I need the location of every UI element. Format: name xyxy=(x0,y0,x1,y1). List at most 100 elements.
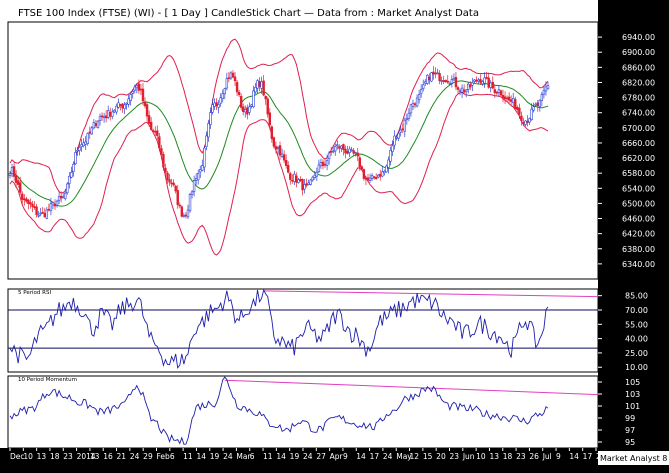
candle-body xyxy=(55,200,59,206)
candle-body xyxy=(344,148,347,154)
candle-body xyxy=(57,196,61,201)
candle-body xyxy=(520,115,523,121)
candle-body xyxy=(166,172,169,181)
candle-body xyxy=(180,206,184,217)
candle-body xyxy=(481,81,484,85)
moving-average xyxy=(9,80,549,207)
candle-body xyxy=(358,157,362,168)
candle-body xyxy=(139,88,143,91)
candle-body xyxy=(51,202,55,206)
y-tick-label: 99 xyxy=(625,414,635,423)
candle-body xyxy=(301,179,304,191)
candle-body xyxy=(70,172,73,178)
x-tick-label: 10 xyxy=(23,452,33,461)
candle-body xyxy=(113,110,116,113)
candle-body xyxy=(176,190,179,205)
candle-body xyxy=(307,182,310,185)
candle-body xyxy=(458,90,462,93)
candle-body xyxy=(203,147,206,168)
candle-body xyxy=(391,145,394,152)
candle-body xyxy=(123,104,126,109)
candle-body xyxy=(16,180,20,185)
x-tick-label: 14 xyxy=(196,452,206,461)
momentum-layer xyxy=(9,376,599,445)
candle-body xyxy=(135,85,139,89)
candle-body xyxy=(342,144,345,151)
y-tick-label: 97 xyxy=(625,426,635,435)
candle-body xyxy=(356,152,359,157)
candle-body xyxy=(460,87,464,93)
candle-body xyxy=(82,142,85,147)
candle-body xyxy=(403,119,407,132)
candle-body xyxy=(10,167,14,174)
candle-body xyxy=(462,89,466,93)
candle-body xyxy=(542,90,546,95)
candle-body xyxy=(327,152,331,160)
y-tick-label: 6540.00 xyxy=(622,184,655,193)
candle-body xyxy=(284,160,288,166)
candle-body xyxy=(219,97,222,104)
candle-body xyxy=(528,118,531,123)
rsi-panel-frame xyxy=(7,288,599,373)
candle-body xyxy=(299,179,302,181)
y-tick-label: 6580.00 xyxy=(622,169,655,178)
candle-body xyxy=(524,120,527,125)
candle-body xyxy=(442,80,445,82)
candle-body xyxy=(332,150,335,153)
candle-body xyxy=(160,148,163,155)
candle-body xyxy=(205,135,208,147)
candle-body xyxy=(379,173,382,177)
candle-body xyxy=(131,91,134,94)
x-tick-label: 24 xyxy=(130,452,140,461)
candle-body xyxy=(536,102,539,106)
candle-body xyxy=(252,90,255,108)
candle-body xyxy=(385,165,388,173)
candle-body xyxy=(61,196,65,199)
candle-body xyxy=(372,176,376,179)
candle-body xyxy=(383,170,386,174)
x-tick-label: 24 xyxy=(223,452,233,461)
y-tick-label: 6820.00 xyxy=(622,78,655,87)
candle-body xyxy=(336,144,339,147)
candle-body xyxy=(397,132,400,139)
candle-body xyxy=(43,213,46,218)
candle-body xyxy=(233,76,237,82)
candle-body xyxy=(395,137,398,139)
candle-body xyxy=(329,151,333,153)
candle-body xyxy=(109,111,112,117)
candle-body xyxy=(282,154,286,161)
candle-body xyxy=(368,177,372,181)
y-tick-label: 6660.00 xyxy=(622,139,655,148)
candle-body xyxy=(248,106,251,113)
candle-body xyxy=(90,127,94,135)
candle-body xyxy=(29,202,32,205)
candle-body xyxy=(489,82,492,88)
candle-body xyxy=(239,95,243,108)
candle-body xyxy=(315,171,319,177)
x-tick-label: Dec xyxy=(10,452,25,461)
candle-body xyxy=(59,195,63,199)
y-tick-label: 6740.00 xyxy=(622,109,655,118)
candle-body xyxy=(127,98,130,105)
candle-body xyxy=(164,167,167,173)
candle-body xyxy=(115,105,118,113)
candle-body xyxy=(370,175,374,179)
candle-body xyxy=(182,215,186,217)
x-tick-label: 13 xyxy=(90,452,100,461)
x-tick-label: 14 xyxy=(569,452,579,461)
candle-body xyxy=(98,116,102,121)
candle-body xyxy=(272,137,276,147)
candle-body xyxy=(121,103,124,109)
candle-body xyxy=(289,173,292,180)
candle-body xyxy=(428,76,431,81)
candle-body xyxy=(483,77,486,84)
candle-body xyxy=(125,102,128,105)
candle-body xyxy=(362,169,366,179)
candle-body xyxy=(229,72,233,79)
x-tick-label: 6 xyxy=(250,452,255,461)
y-tick-label: 55.00 xyxy=(625,320,648,329)
candle-body xyxy=(526,120,529,123)
candle-body xyxy=(405,117,409,120)
candle-body xyxy=(74,152,77,164)
candle-body xyxy=(64,192,67,199)
